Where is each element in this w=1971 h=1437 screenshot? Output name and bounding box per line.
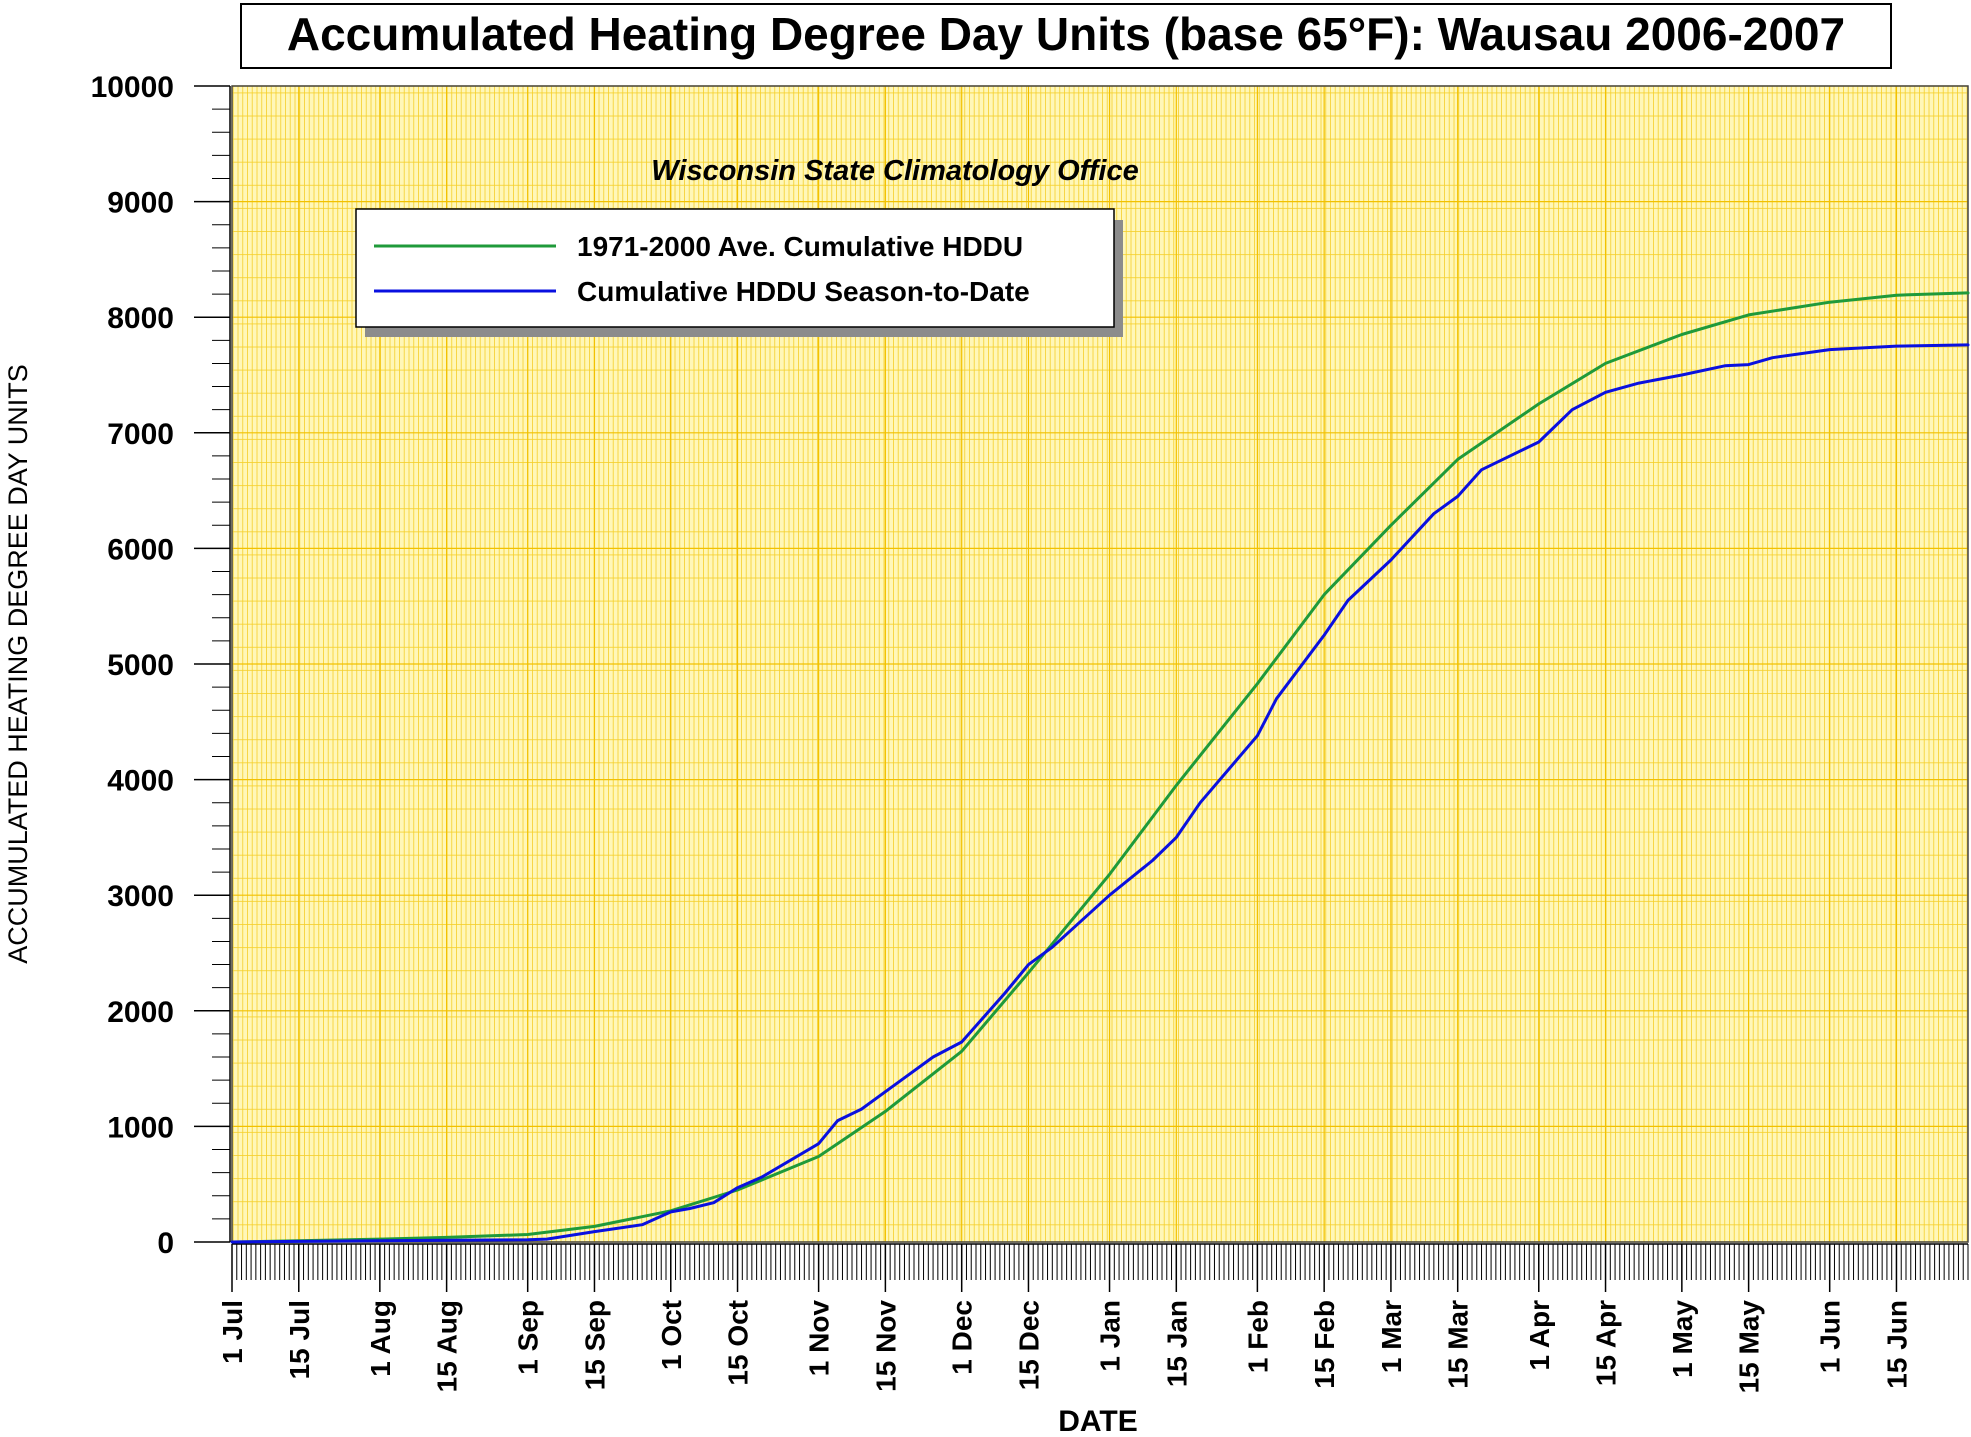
x-tick-label: 15 Dec xyxy=(1013,1300,1044,1390)
title-box xyxy=(240,3,1892,69)
x-tick-label: 15 Sep xyxy=(579,1300,610,1390)
x-tick-label: 15 Feb xyxy=(1309,1300,1340,1389)
legend: 1971-2000 Ave. Cumulative HDDU Cumulativ… xyxy=(355,208,1123,337)
x-tick-label: 1 Apr xyxy=(1524,1300,1555,1371)
x-tick-label: 15 Mar xyxy=(1443,1300,1474,1389)
y-tick-label: 5000 xyxy=(107,649,174,682)
x-tick-label: 15 May xyxy=(1734,1300,1765,1394)
x-tick-label: 1 Nov xyxy=(804,1300,835,1377)
y-tick-label: 7000 xyxy=(107,418,174,451)
x-tick-label: 1 Sep xyxy=(513,1300,544,1375)
x-tick-label: 15 Nov xyxy=(870,1300,901,1392)
y-tick-label: 9000 xyxy=(107,187,174,220)
x-tick-label: 15 Jun xyxy=(1881,1300,1912,1389)
x-tick-label: 15 Jul xyxy=(284,1300,315,1379)
x-day-ticks xyxy=(231,1244,1969,1280)
x-tick-label: 1 Oct xyxy=(656,1300,687,1370)
x-axis: 1 Jul 15 Jul 1 Aug 15 Aug 1 Sep 15 Sep 1 Oct 15… xyxy=(217,1243,1969,1394)
plot-frame xyxy=(231,85,1969,1243)
legend-label-average: 1971-2000 Ave. Cumulative HDDU xyxy=(577,231,1023,262)
series-line-season xyxy=(230,343,1970,1244)
x-tick-label: 1 Mar xyxy=(1376,1300,1407,1373)
y-tick-label: 6000 xyxy=(107,533,174,566)
x-tick-label: 1 Jul xyxy=(217,1300,248,1364)
x-tick-label: 1 Jun xyxy=(1815,1300,1846,1373)
x-tick-label: 15 Aug xyxy=(432,1300,463,1392)
y-tick-label: 2000 xyxy=(107,996,174,1029)
y-tick-label: 4000 xyxy=(107,765,174,798)
x-tick-label: 1 May xyxy=(1667,1300,1698,1378)
legend-label-season: Cumulative HDDU Season-to-Date xyxy=(577,276,1030,307)
x-tick-label: 1 Feb xyxy=(1242,1300,1273,1373)
y-axis: 0 1000 2000 3000 4000 5000 6000 7000 8000 9000 100… xyxy=(91,71,231,1260)
x-tick-label: 15 Apr xyxy=(1591,1300,1622,1386)
x-tick-label: 1 Jan xyxy=(1095,1300,1126,1372)
legend-box xyxy=(355,208,1115,328)
x-tick-label: 1 Aug xyxy=(365,1300,396,1377)
x-tick-label: 15 Jan xyxy=(1161,1300,1192,1387)
x-tick-label: 15 Oct xyxy=(723,1300,754,1386)
y-tick-label: 3000 xyxy=(107,880,174,913)
y-tick-label: 10000 xyxy=(91,71,174,104)
y-tick-label: 0 xyxy=(157,1227,174,1260)
x-axis-label: DATE xyxy=(1058,1405,1137,1437)
y-axis-label: ACCUMULATED HEATING DEGREE DAY UNITS xyxy=(3,364,33,964)
series-layer xyxy=(230,291,1970,1244)
chart-title: Accumulated Heating Degree Day Units (ba… xyxy=(287,8,1845,60)
series-line-average xyxy=(230,291,1970,1244)
x-tick-label: 1 Dec xyxy=(947,1300,978,1375)
y-tick-label: 8000 xyxy=(107,302,174,335)
y-tick-label: 1000 xyxy=(107,1111,174,1144)
chart-subtitle: Wisconsin State Climatology Office xyxy=(651,155,1138,187)
